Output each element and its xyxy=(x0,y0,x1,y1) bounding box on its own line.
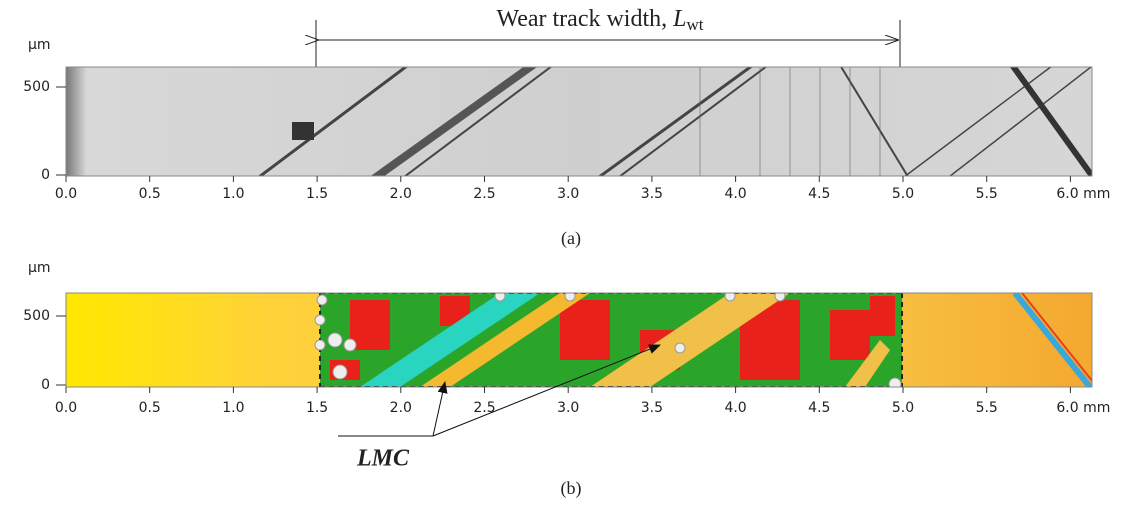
x-tick-label: 2.0 xyxy=(390,186,412,202)
x-tick-label: 5.5 xyxy=(976,186,998,202)
panel-caption: (b) xyxy=(561,478,582,499)
x-tick-label: 0.5 xyxy=(139,186,161,202)
x-tick-label: 3.0 xyxy=(557,186,579,202)
x-tick-label: 2.0 xyxy=(390,400,412,416)
annotation-arrow xyxy=(432,381,448,437)
y-tick-label: 500 xyxy=(23,79,50,95)
x-tick-label: 1.0 xyxy=(222,186,244,202)
y-tick-label: 500 xyxy=(23,308,50,324)
annotation-arrow xyxy=(432,344,661,437)
x-tick-label: 3.0 xyxy=(557,400,579,416)
x-tick-label: 4.5 xyxy=(808,186,830,202)
x-tick-label: 1.5 xyxy=(306,186,328,202)
x-tick-label: 0.5 xyxy=(139,400,161,416)
y-tick-label: 0 xyxy=(41,167,50,183)
x-tick-label: 3.5 xyxy=(641,400,663,416)
title-symbol: L xyxy=(672,6,686,32)
title-text: Wear track width, xyxy=(496,6,667,32)
x-tick-label: 3.5 xyxy=(641,186,663,202)
figure-title: Wear track width, Lwt xyxy=(496,6,703,34)
annotation-label: LMC xyxy=(356,446,410,472)
x-tick-label: 6.0 mm xyxy=(1056,186,1110,202)
title-subscript: wt xyxy=(687,15,704,34)
x-tick-label: 0.0 xyxy=(55,186,77,202)
x-tick-label: 5.5 xyxy=(976,400,998,416)
image-frame xyxy=(65,292,1093,388)
y-tick-label: 0 xyxy=(41,377,50,393)
x-tick-label: 5.0 xyxy=(892,400,914,416)
x-tick-label: 4.5 xyxy=(808,400,830,416)
y-unit: µm xyxy=(28,260,51,276)
x-tick-label: 5.0 xyxy=(892,186,914,202)
micrograph-b xyxy=(66,293,1092,387)
x-tick-label: 1.0 xyxy=(222,400,244,416)
image-frame xyxy=(65,66,1093,177)
x-tick-label: 1.5 xyxy=(306,400,328,416)
micrograph-a xyxy=(66,67,1092,176)
panel-caption: (a) xyxy=(561,228,581,249)
x-tick-label: 2.5 xyxy=(473,186,495,202)
x-tick-label: 2.5 xyxy=(473,400,495,416)
y-unit: µm xyxy=(28,37,51,53)
x-tick-label: 0.0 xyxy=(55,400,77,416)
x-tick-label: 4.0 xyxy=(724,400,746,416)
x-tick-label: 4.0 xyxy=(724,186,746,202)
x-tick-label: 6.0 mm xyxy=(1056,400,1110,416)
